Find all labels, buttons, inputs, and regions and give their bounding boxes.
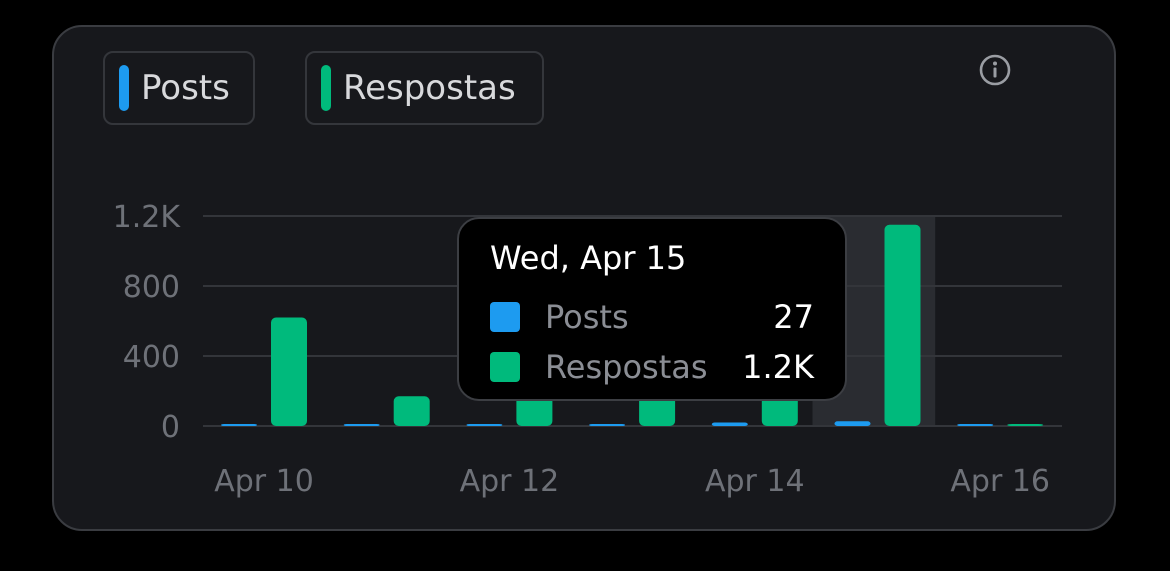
tooltip-posts-name: Posts bbox=[545, 298, 629, 336]
bar-respostas bbox=[639, 392, 676, 426]
x-tick-label: Apr 14 bbox=[705, 464, 805, 499]
bar-respostas bbox=[271, 317, 307, 426]
x-tick-label: Apr 12 bbox=[460, 464, 560, 499]
bar-respostas bbox=[1007, 424, 1044, 426]
x-tick-label: Apr 16 bbox=[950, 464, 1050, 499]
bar-respostas bbox=[393, 396, 430, 426]
tooltip-row-respostas: Respostas 1.2K bbox=[490, 347, 814, 387]
y-tick-label: 400 bbox=[123, 340, 180, 375]
tooltip: Wed, Apr 15 Posts 27 Respostas 1.2K bbox=[457, 217, 847, 401]
legend-posts-toggle[interactable]: Posts bbox=[103, 51, 255, 125]
bar-respostas bbox=[516, 394, 553, 426]
bar-posts bbox=[834, 421, 871, 426]
tooltip-title: Wed, Apr 15 bbox=[490, 239, 687, 277]
bar-posts bbox=[957, 424, 994, 426]
legend-respostas-toggle[interactable]: Respostas bbox=[305, 51, 544, 125]
y-tick-label: 0 bbox=[161, 410, 180, 445]
tooltip-respostas-swatch bbox=[490, 352, 520, 382]
bar-posts bbox=[711, 422, 748, 426]
tooltip-row-posts: Posts 27 bbox=[490, 297, 814, 337]
bar-posts bbox=[589, 424, 626, 426]
respostas-swatch bbox=[321, 65, 331, 111]
bar-posts bbox=[343, 424, 380, 426]
bar-posts bbox=[221, 424, 257, 426]
tooltip-posts-swatch bbox=[490, 302, 520, 332]
bar-posts bbox=[466, 424, 503, 426]
legend-respostas-label: Respostas bbox=[343, 68, 516, 108]
tooltip-posts-value: 27 bbox=[773, 298, 814, 336]
x-tick-label: Apr 10 bbox=[214, 464, 314, 499]
tooltip-respostas-value: 1.2K bbox=[742, 348, 814, 386]
info-icon[interactable] bbox=[979, 54, 1011, 86]
y-tick-label: 1.2K bbox=[113, 200, 182, 235]
legend-posts-label: Posts bbox=[141, 68, 230, 108]
y-tick-label: 800 bbox=[123, 270, 180, 305]
posts-swatch bbox=[119, 65, 129, 111]
tooltip-respostas-name: Respostas bbox=[545, 348, 708, 386]
bar-respostas bbox=[884, 224, 921, 426]
